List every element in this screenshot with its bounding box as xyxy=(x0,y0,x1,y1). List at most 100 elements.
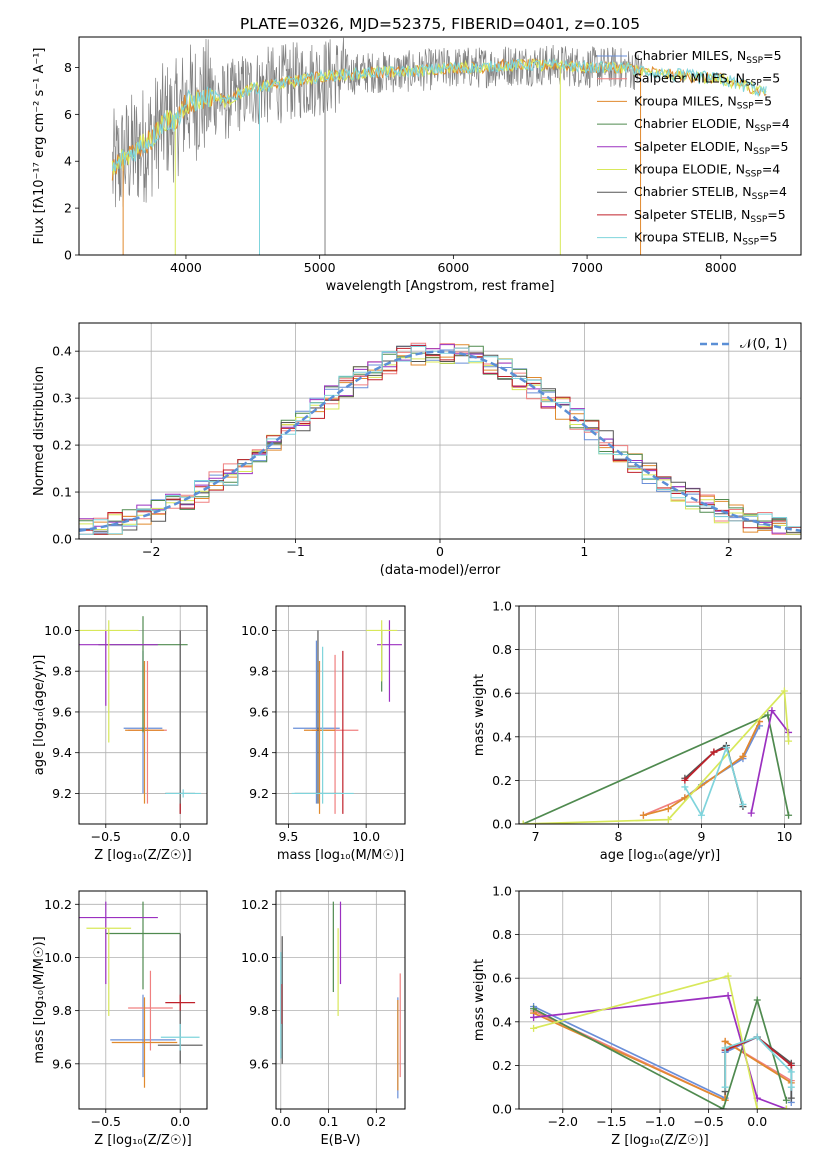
y-tick-label: 9.6 xyxy=(249,704,269,719)
x-tick-label: 0.1 xyxy=(319,1114,339,1129)
y-tick-label: 1.0 xyxy=(492,884,512,899)
age-vs-mass-points xyxy=(291,620,402,814)
x-tick-label: 4000 xyxy=(170,260,202,275)
x-tick-label: 5000 xyxy=(304,260,336,275)
legend-label: Chabrier STELIB, NSSP=4 xyxy=(634,184,787,202)
spectrum-panel: 4000 5000 6000 7000 8000 0 2 4 6 8 wavelength [Ang… xyxy=(32,36,802,294)
x-tick-label: 10 xyxy=(776,829,792,844)
spectrum-legend: Chabrier MILES, NSSP=5 Salpeter MILES, NS… xyxy=(597,48,790,248)
y-tick-label: 10.0 xyxy=(44,623,72,638)
weight-marker xyxy=(753,1105,761,1109)
normal-curve xyxy=(79,350,801,533)
legend-label: Salpeter MILES, NSSP=5 xyxy=(634,71,780,89)
y-tick-label: 9.4 xyxy=(52,745,72,760)
y-tick-label: 9.2 xyxy=(52,786,72,801)
weight-marker xyxy=(697,811,705,819)
x-tick-label: −1.0 xyxy=(645,1114,675,1129)
x-tick-label: 10.0 xyxy=(352,829,380,844)
y-tick-label: 6 xyxy=(64,107,72,122)
x-axis-label: wavelength [Angstrom, rest frame] xyxy=(326,279,555,294)
legend-label: Chabrier ELODIE, NSSP=4 xyxy=(634,116,790,134)
y-tick-label: 9.2 xyxy=(249,786,269,801)
y-tick-label: 0.0 xyxy=(52,532,72,547)
weight-marker xyxy=(785,737,793,745)
x-tick-label: 8 xyxy=(615,829,623,844)
weight-marker xyxy=(764,711,772,719)
y-tick-label: 10.0 xyxy=(241,950,269,965)
x-axis-label: (data-model)/error xyxy=(380,563,501,578)
x-tick-label: −1.5 xyxy=(596,1114,626,1129)
model-line-kroupa-stelib xyxy=(111,57,767,172)
mass-vs-Z-points xyxy=(79,901,203,1088)
x-tick-label: 6000 xyxy=(437,260,469,275)
y-tick-label: 9.8 xyxy=(52,1003,72,1018)
legend-label: Chabrier MILES, NSSP=5 xyxy=(634,48,782,66)
weight-marker xyxy=(664,816,672,824)
y-tick-label: 10.2 xyxy=(44,897,72,912)
weight-marker xyxy=(787,1068,795,1076)
x-tick-label: 1 xyxy=(580,544,588,559)
weight-marker xyxy=(780,687,788,695)
weight-marker xyxy=(753,1033,761,1041)
axes-frame xyxy=(518,890,802,1110)
y-axis-label: Normed distribution xyxy=(32,366,47,496)
x-tick-label: 9.5 xyxy=(278,829,298,844)
x-tick-label: 0.0 xyxy=(170,829,190,844)
weight-marker xyxy=(719,1105,727,1109)
y-tick-label: 0.4 xyxy=(492,729,512,744)
x-axis-label: Z [log₁₀(Z/Z☉)] xyxy=(611,1133,708,1148)
axes-frame xyxy=(78,36,802,256)
x-tick-label: 8000 xyxy=(705,260,737,275)
x-tick-label: −0.5 xyxy=(91,829,121,844)
legend-label: Salpeter STELIB, NSSP=5 xyxy=(634,207,786,225)
axes-frame xyxy=(518,605,802,825)
x-axis-label: age [log₁₀(age/yr)] xyxy=(600,848,721,863)
weight-line xyxy=(523,688,790,824)
spectrum-lines xyxy=(111,37,767,255)
y-tick-label: 8 xyxy=(64,60,72,75)
weight-line xyxy=(684,744,744,818)
weight-marker xyxy=(721,1083,729,1091)
x-tick-label: −0.5 xyxy=(693,1114,723,1129)
y-axis-label: mass [log₁₀(M/M☉)] xyxy=(32,936,47,1063)
y-tick-label: 9.4 xyxy=(249,745,269,760)
weight-vs-age-panel: 7 8 9 10 0.0 0.2 0.4 0.6 0.8 1.0 age [log₁₀(age/yr… xyxy=(472,599,802,863)
weight-line xyxy=(533,994,787,1109)
y-tick-label: 0.8 xyxy=(492,927,512,942)
weight-marker xyxy=(722,744,730,752)
weight-marker xyxy=(721,1044,729,1052)
y-tick-label: 0.6 xyxy=(492,686,512,701)
axes-frame xyxy=(78,890,208,1110)
weight-marker xyxy=(768,707,776,715)
x-tick-label: 0.0 xyxy=(170,1114,190,1129)
y-tick-label: 9.8 xyxy=(249,1003,269,1018)
x-tick-label: 2 xyxy=(725,544,733,559)
y-tick-label: 0.4 xyxy=(52,344,72,359)
weight-marker xyxy=(710,748,718,756)
weight-marker xyxy=(739,800,747,808)
legend-label: Kroupa STELIB, NSSP=5 xyxy=(634,230,778,248)
y-tick-label: 0.6 xyxy=(492,971,512,986)
x-axis-label: Z [log₁₀(Z/Z☉)] xyxy=(94,848,191,863)
weight-marker xyxy=(530,1005,538,1013)
x-tick-label: −2 xyxy=(142,544,160,559)
x-tick-label: 0.2 xyxy=(366,1114,386,1129)
y-axis-label: mass weight xyxy=(472,674,487,756)
weight-marker xyxy=(519,820,527,824)
weight-vs-Z-lines xyxy=(530,972,795,1109)
y-tick-label: 9.8 xyxy=(249,664,269,679)
y-axis-label: Flux [fλ10⁻¹⁷ erg cm⁻² s⁻¹ A⁻¹] xyxy=(32,48,47,245)
age-vs-Z-panel: −0.5 0.0 9.2 9.4 9.6 9.8 10.0 Z [log₁₀(Z/Z☉)] ag… xyxy=(32,605,208,863)
weight-marker xyxy=(782,1105,790,1109)
weight-marker xyxy=(530,1024,538,1032)
weight-marker xyxy=(787,1094,795,1102)
histogram-salpeter-elodie xyxy=(79,344,801,535)
axes-frame xyxy=(78,605,208,825)
age-vs-Z-points xyxy=(79,616,202,814)
x-tick-label: 0.0 xyxy=(747,1114,767,1129)
y-tick-label: 0.0 xyxy=(492,1102,512,1117)
weight-marker xyxy=(721,1037,729,1045)
weight-vs-Z-panel: −2.0 −1.5 −1.0 −0.5 0.0 0.0 0.2 0.4 0.6 0.8 1.0 Z [… xyxy=(472,884,802,1148)
y-tick-label: 0.2 xyxy=(492,1058,512,1073)
